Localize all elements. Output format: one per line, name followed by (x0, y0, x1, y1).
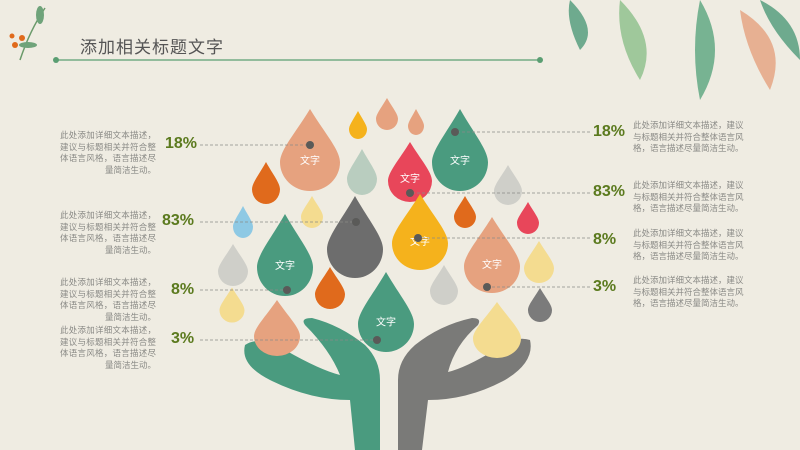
leaf-label: 文字 (376, 316, 396, 329)
left-percent-2: 83% (162, 212, 195, 229)
left-percent-1: 18% (165, 135, 198, 152)
left-desc-2: 此处添加详细文本描述，建议与标题相关并符合整体语言风格，语言描述尽量简洁生动。 (60, 211, 156, 256)
left-percent-3: 8% (171, 281, 195, 298)
left-desc-1: 此处添加详细文本描述，建议与标题相关并符合整体语言风格，语言描述尽量简洁生动。 (60, 131, 156, 176)
left-desc-4: 此处添加详细文本描述，建议与标题相关并符合整体语言风格，语言描述尽量简洁生动。 (60, 326, 156, 371)
leaf-label: 文字 (275, 259, 295, 272)
right-percent-4: 3% (593, 278, 617, 295)
leaf (517, 202, 539, 235)
title-divider (53, 57, 543, 63)
connector-dot (483, 283, 491, 291)
leaf (473, 302, 521, 358)
right-desc-4: 此处添加详细文本描述，建议与标题相关并符合整体语言风格，语言描述尽量简洁生动。 (633, 276, 744, 309)
connector-dot (451, 128, 459, 136)
leaf (347, 149, 377, 195)
leaf (254, 300, 300, 356)
leaf (392, 194, 448, 270)
leaf (408, 109, 424, 135)
plant-decoration-top-right (568, 0, 800, 100)
leaf-label: 文字 (450, 154, 470, 167)
leaf-label: 文字 (482, 258, 502, 271)
leaf (454, 196, 476, 228)
leaf (218, 244, 248, 286)
page-title: 添加相关标题文字 (80, 38, 224, 58)
leaf (358, 272, 414, 352)
leaf (315, 267, 345, 309)
connector-dot (306, 141, 314, 149)
plant-decoration-top-left (9, 6, 46, 61)
left-percent-4: 3% (171, 330, 195, 347)
leaf (327, 196, 383, 279)
left-desc-3: 此处添加详细文本描述，建议与标题相关并符合整体语言风格，语言描述尽量简洁生动。 (60, 278, 156, 323)
right-desc-3: 此处添加详细文本描述，建议与标题相关并符合整体语言风格，语言描述尽量简洁生动。 (633, 229, 744, 262)
leaf (349, 111, 367, 139)
leaf (280, 109, 340, 192)
leaf (388, 142, 432, 202)
right-percent-3: 8% (593, 231, 617, 248)
right-desc-1: 此处添加详细文本描述，建议与标题相关并符合整体语言风格，语言描述尽量简洁生动。 (633, 121, 744, 154)
leaf-label: 文字 (300, 154, 320, 167)
leaf (432, 109, 488, 192)
connectors (200, 128, 590, 344)
leaf (257, 214, 313, 296)
leaf (528, 288, 552, 322)
connector-dot (352, 218, 360, 226)
leaf-label: 文字 (400, 172, 420, 185)
connector-dot (373, 336, 381, 344)
leaf (430, 265, 458, 305)
leaf (301, 196, 323, 228)
right-percent-2: 83% (593, 183, 626, 200)
connector-dot (406, 189, 414, 197)
right-desc-2: 此处添加详细文本描述，建议与标题相关并符合整体语言风格，语言描述尽量简洁生动。 (633, 181, 744, 214)
leaf (252, 162, 280, 205)
right-percent-1: 18% (593, 123, 626, 140)
connector-dot (414, 234, 422, 242)
leaf (524, 241, 554, 283)
leaf (464, 217, 520, 293)
connector-dot (283, 286, 291, 294)
leaf (494, 165, 522, 205)
leaf (219, 287, 245, 323)
leaf (376, 98, 398, 130)
